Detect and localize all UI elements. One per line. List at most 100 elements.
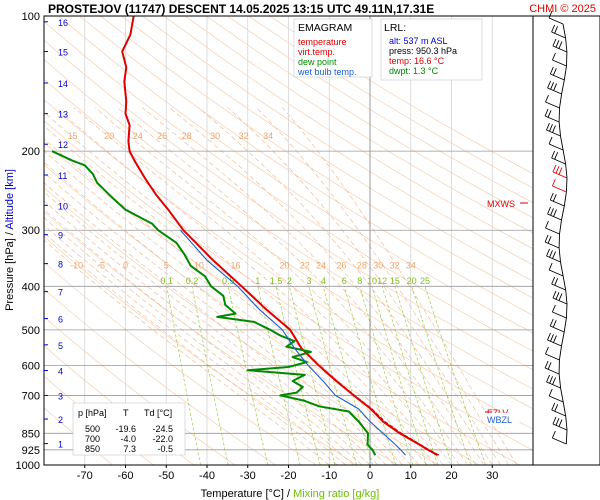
theta-e-label: 0 — [123, 260, 128, 270]
mixing-ratio-label: 4 — [321, 276, 326, 286]
wind-barb-shaft — [550, 325, 565, 333]
mixing-ratio-line — [411, 286, 472, 465]
temperature-tick-label: -20 — [281, 470, 297, 482]
wind-barb-flag — [547, 236, 552, 244]
mixing-ratio-label: 25 — [420, 276, 430, 286]
chart-header-title: PROSTEJOV (11747) DESCENT 14.05.2025 13:… — [48, 2, 434, 16]
wind-barb-shaft — [545, 353, 560, 361]
levels-row-p: 700 — [85, 434, 100, 444]
wind-barb-shaft — [548, 143, 564, 151]
wind-barb-shaft — [551, 31, 566, 39]
wind-barb-shaft — [552, 297, 568, 305]
wind-barb-shaft — [546, 129, 561, 137]
wind-barb-shaft — [551, 283, 566, 291]
wind-barb-flag — [554, 26, 558, 34]
dry-adiabat-line — [44, 59, 533, 390]
wind-barb-shaft — [552, 171, 568, 179]
wind-barb-flag — [552, 68, 557, 76]
chart-series — [51, 15, 440, 456]
wind-barb-shaft — [552, 311, 567, 319]
mixing-ratio-label: 0.5 — [222, 276, 235, 286]
mxws-marker: MXWS — [487, 199, 528, 209]
legend-item-wet-bulb: wet bulb temp. — [297, 67, 357, 77]
dry-adiabat-line — [121, 16, 533, 282]
temperature-tick-label: 20 — [445, 470, 457, 482]
legend-item-temperature: temperature — [298, 37, 347, 47]
wind-barb-flag — [546, 122, 550, 131]
mixing-ratio-label: 1 — [255, 276, 260, 286]
altitude-tick-label: 12 — [58, 140, 68, 150]
legend-item-virt-temp: virt.temp. — [298, 47, 335, 57]
wind-barb-flag — [558, 419, 563, 427]
dry-adiabat-line — [142, 16, 533, 266]
theta-e-label: 34 — [263, 131, 273, 141]
temperature-tick-label: -50 — [158, 470, 174, 482]
wind-panel-frame — [532, 15, 600, 466]
wind-barb-shaft — [545, 101, 560, 109]
theta-e-label: -10 — [70, 260, 83, 270]
altitude-tick-label: 13 — [58, 110, 68, 120]
wind-barb-flag — [551, 402, 556, 411]
wbzl-label: WBZL — [487, 415, 512, 425]
y-axis-title: Pressure [hPa] / Altitude [km] — [4, 169, 16, 311]
pressure-tick-label: 925 — [22, 445, 40, 457]
dry-adiabat-line — [44, 120, 533, 451]
lrl-title: LRL: — [384, 22, 406, 34]
wind-barb-shaft — [551, 157, 566, 165]
mixing-ratio-line — [275, 286, 321, 465]
wind-barb-flag — [547, 332, 551, 341]
wind-barb-flag — [551, 430, 556, 439]
wind-barb-flag — [552, 194, 557, 202]
pressure-tick-label: 200 — [22, 146, 40, 158]
x-axis-title: Temperature [°C] / Mixing ratio [g/kg] — [201, 488, 380, 500]
altitude-tick-label: 14 — [58, 79, 68, 89]
wind-barb-flag — [552, 251, 556, 259]
wbzl-marker: WBZL — [485, 413, 519, 425]
theta-e-label: 26 — [157, 131, 167, 141]
wind-barb-flag — [555, 418, 560, 426]
wind-barb-shaft — [546, 381, 561, 389]
altitude-tick-label: 2 — [58, 415, 63, 425]
theta-e-label: 10 — [194, 260, 204, 270]
theta-e-label: 22 — [300, 260, 310, 270]
dry-adiabat-line — [227, 16, 533, 204]
dry-adiabat-line — [44, 39, 533, 371]
wind-barb-flag — [553, 83, 558, 91]
wind-barb-flag — [544, 360, 549, 369]
wind-barb-flag — [549, 192, 554, 201]
temperature-tick-label: -60 — [118, 470, 134, 482]
pressure-tick-label: 300 — [22, 225, 40, 237]
wind-barb-flag — [547, 80, 552, 89]
levels-table: p [hPa] T Td [°C] 500 -19.6 -24.5 700 -4… — [72, 402, 186, 456]
theta-e-label: 34 — [406, 260, 416, 270]
mixing-ratio-label: 3 — [306, 276, 311, 286]
theta-e-label: 30 — [373, 260, 383, 270]
levels-header-td: Td [°C] — [144, 408, 172, 418]
wind-barb-flag — [551, 24, 555, 33]
wind-barb-flag — [555, 40, 560, 48]
temperature-tick-label: -40 — [199, 470, 215, 482]
dry-adiabat-line — [205, 16, 533, 219]
dry-adiabat-line — [100, 16, 533, 299]
theta-e-label: 24 — [133, 131, 143, 141]
wind-barb-flag — [549, 376, 553, 384]
wind-barb-flag — [553, 209, 557, 217]
wind-barb-flag — [548, 262, 553, 271]
wind-barb-flag — [548, 10, 553, 19]
altitude-tick-label: 7 — [58, 288, 63, 298]
wind-barb-flag — [552, 125, 556, 133]
moist-adiabat-line — [44, 125, 428, 465]
series-dew-point-line — [51, 150, 377, 456]
moist-adiabat-line — [142, 107, 477, 465]
mixing-ratio-line — [289, 286, 336, 465]
chart-axes: 1234567891011121314151610020030040050060… — [16, 11, 499, 482]
altitude-tick-label: 5 — [58, 341, 63, 351]
dry-adiabat-line — [44, 236, 358, 465]
dry-adiabat-line — [184, 16, 533, 234]
moist-adiabat-line — [44, 150, 412, 465]
pressure-tick-label: 850 — [22, 428, 40, 440]
wind-barb-shaft — [547, 87, 562, 95]
wind-barb-shaft — [550, 199, 565, 207]
wind-barb-shaft — [552, 59, 567, 67]
lrl-box: LRL: alt: 537 m ASL press: 950.3 hPa tem… — [380, 18, 483, 81]
